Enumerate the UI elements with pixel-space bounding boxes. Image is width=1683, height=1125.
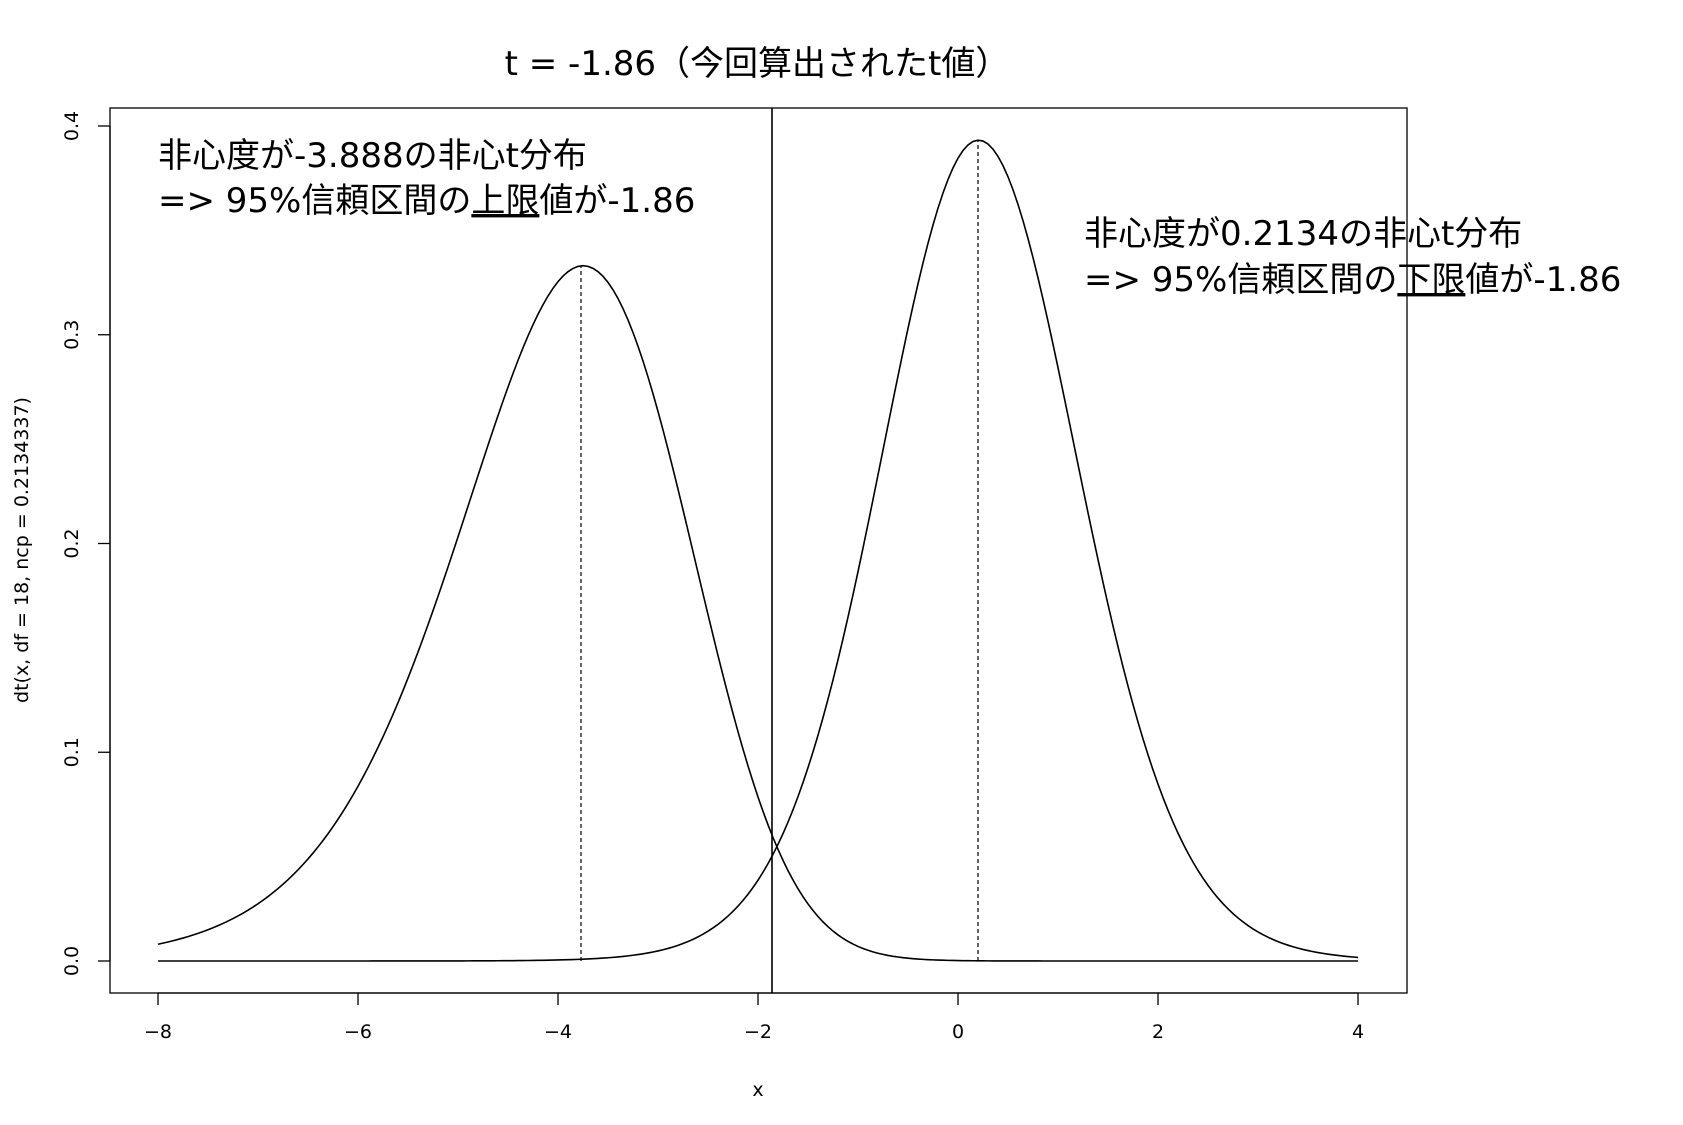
annotation-line2-prefix: => 95%信頼区間の [158,181,471,221]
x-tick-label: −6 [344,1021,372,1043]
y-tick-label: 0.4 [61,111,83,141]
annotation-line2-emph: 下限 [1397,260,1465,300]
annotation-ncp-pos: 非心度が0.2134の非心t分布 => 95%信頼区間の下限値が-1.86 [1084,214,1621,300]
y-tick-label: 0.2 [61,528,83,558]
annotation-line1: 非心度が0.2134の非心t分布 [1084,214,1522,254]
x-axis-label: x [752,1079,763,1101]
chart-title: t = -1.86（今回算出されたt値） [505,44,1010,84]
y-tick-label: 0.1 [61,737,83,767]
x-tick-label: 0 [952,1021,964,1043]
annotation-line2: => 95%信頼区間の下限値が-1.86 [1084,260,1621,300]
x-tick-label: −2 [744,1021,772,1043]
annotation-line2-suffix: 値が-1.86 [1465,260,1621,300]
x-axis: −8 −6 −4 −2 0 2 4 [144,992,1364,1043]
annotation-line2-emph: 上限 [471,181,539,221]
annotation-line2: => 95%信頼区間の上限値が-1.86 [158,181,695,221]
annotation-line1: 非心度が-3.888の非心t分布 [158,136,587,176]
x-tick-label: −4 [544,1021,572,1043]
annotation-line2-prefix: => 95%信頼区間の [1084,260,1397,300]
y-tick-label: 0.3 [61,320,83,350]
y-axis: 0.0 0.1 0.2 0.3 0.4 [61,111,111,976]
y-axis-label: dt(x, df = 18, ncp = 0.2134337) [11,397,33,703]
x-tick-label: 4 [1352,1021,1364,1043]
annotation-line2-suffix: 値が-1.86 [539,181,695,221]
x-tick-label: −8 [144,1021,172,1043]
series-line-ncp-pos [158,139,1359,962]
annotation-ncp-neg: 非心度が-3.888の非心t分布 => 95%信頼区間の上限値が-1.86 [158,136,695,221]
x-tick-label: 2 [1152,1021,1164,1043]
y-tick-label: 0.0 [61,946,83,976]
series-line-ncp-neg [157,264,1358,962]
